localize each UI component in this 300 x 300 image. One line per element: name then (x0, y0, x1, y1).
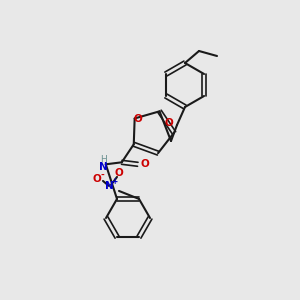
Text: O: O (140, 159, 149, 169)
Text: N: N (99, 162, 108, 172)
Text: +: + (111, 177, 117, 186)
Text: O: O (133, 115, 142, 124)
Text: -: - (100, 170, 104, 179)
Text: N: N (105, 181, 113, 191)
Text: O: O (165, 118, 173, 128)
Text: O: O (115, 168, 123, 178)
Text: H: H (100, 155, 107, 164)
Text: O: O (93, 174, 101, 184)
